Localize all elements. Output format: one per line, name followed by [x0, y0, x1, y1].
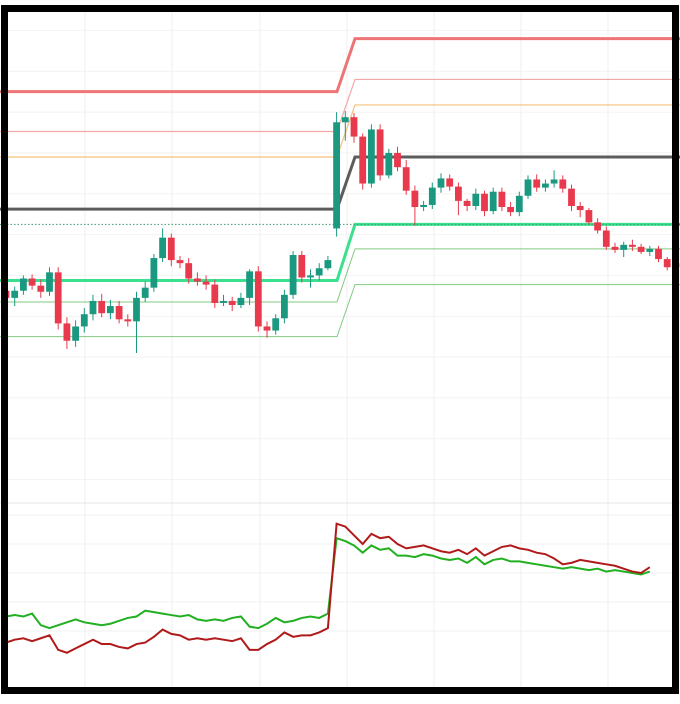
candle-body-42 — [368, 129, 375, 184]
candle-body-30 — [263, 326, 271, 331]
candle-body-20 — [176, 260, 184, 264]
candle-body-12 — [107, 306, 114, 314]
level-line-s3 — [0, 284, 680, 338]
candle-body-72 — [629, 244, 636, 247]
candle-body-70 — [611, 246, 619, 250]
candle-body-71 — [620, 244, 628, 250]
candle-body-53 — [463, 200, 471, 206]
candle-body-4 — [37, 285, 45, 292]
candle-body-28 — [246, 271, 253, 298]
candle-body-35 — [307, 275, 314, 278]
candle-body-50 — [437, 178, 445, 188]
level-line-pivot — [0, 155, 680, 211]
candle-body-52 — [455, 186, 462, 201]
candle-body-3 — [28, 278, 36, 286]
candle-body-31 — [272, 318, 280, 331]
candle-body-49 — [428, 187, 436, 205]
candle-body-56 — [489, 191, 497, 212]
candle-body-29 — [254, 271, 262, 327]
candle-body-22 — [194, 278, 201, 282]
candle-body-69 — [602, 230, 610, 247]
candles — [2, 111, 680, 353]
candle-body-75 — [655, 248, 662, 260]
level-line-r3 — [0, 104, 680, 158]
candle-body-67 — [585, 210, 593, 223]
candle-body-55 — [481, 193, 488, 212]
candle-body-6 — [54, 272, 62, 324]
candle-body-14 — [124, 319, 132, 322]
level-line-r2 — [0, 78, 680, 133]
candle-body-19 — [167, 237, 175, 261]
candle-body-37 — [324, 260, 332, 269]
level-line-r1 — [0, 37, 680, 94]
candle-body-18 — [159, 237, 166, 259]
candle-body-40 — [350, 117, 358, 137]
candle-body-47 — [411, 190, 419, 208]
candle-body-68 — [594, 222, 601, 231]
candle-body-16 — [141, 287, 149, 298]
candle-body-59 — [515, 195, 523, 213]
candle-body-5 — [46, 272, 53, 292]
candle-body-65 — [568, 188, 575, 206]
candle-body-64 — [559, 179, 567, 189]
candle-body-48 — [420, 204, 427, 208]
level-line-s2 — [0, 248, 680, 303]
candle-body-23 — [202, 281, 210, 285]
candle-body-58 — [507, 207, 514, 213]
candle-body-25 — [220, 300, 227, 303]
candle-body-39 — [341, 117, 349, 123]
candle-body-38 — [333, 122, 340, 229]
candle-body-44 — [385, 152, 393, 176]
oscillator-line-red — [5, 522, 651, 654]
candle-body-26 — [228, 300, 236, 306]
candle-body-43 — [376, 129, 384, 176]
level-line-s1 — [0, 222, 680, 283]
outer-border — [1, 5, 679, 694]
candle-body-51 — [446, 178, 454, 187]
candle-body-27 — [237, 297, 245, 306]
candle-body-21 — [185, 263, 193, 279]
candle-body-62 — [542, 183, 549, 188]
candle-body-7 — [63, 323, 71, 341]
candle-body-74 — [646, 248, 654, 252]
candle-body-10 — [89, 300, 97, 315]
candle-body-9 — [80, 314, 88, 327]
candle-body-1 — [11, 290, 19, 298]
candle-body-34 — [298, 255, 306, 278]
candle-body-2 — [20, 278, 27, 291]
candle-body-45 — [394, 152, 401, 168]
candle-body-57 — [498, 191, 506, 208]
candle-body-66 — [576, 206, 584, 211]
candle-body-46 — [402, 167, 410, 191]
candle-body-76 — [663, 259, 671, 268]
candle-body-63 — [550, 179, 558, 184]
candle-body-60 — [524, 179, 532, 196]
candle-body-17 — [150, 258, 158, 288]
candle-body-13 — [115, 306, 123, 320]
candle-body-24 — [211, 284, 219, 303]
candle-body-41 — [359, 136, 367, 184]
candle-body-32 — [281, 294, 288, 319]
candle-body-36 — [315, 268, 323, 276]
candle-body-33 — [289, 255, 297, 295]
candle-body-54 — [472, 193, 480, 206]
oscillator-pane — [5, 522, 651, 654]
candle-body-61 — [533, 179, 541, 188]
oscillator-line-green — [5, 536, 651, 630]
candle-body-15 — [133, 297, 140, 322]
candle-body-73 — [637, 246, 645, 252]
candle-body-8 — [72, 326, 79, 341]
candle-body-11 — [98, 300, 106, 314]
